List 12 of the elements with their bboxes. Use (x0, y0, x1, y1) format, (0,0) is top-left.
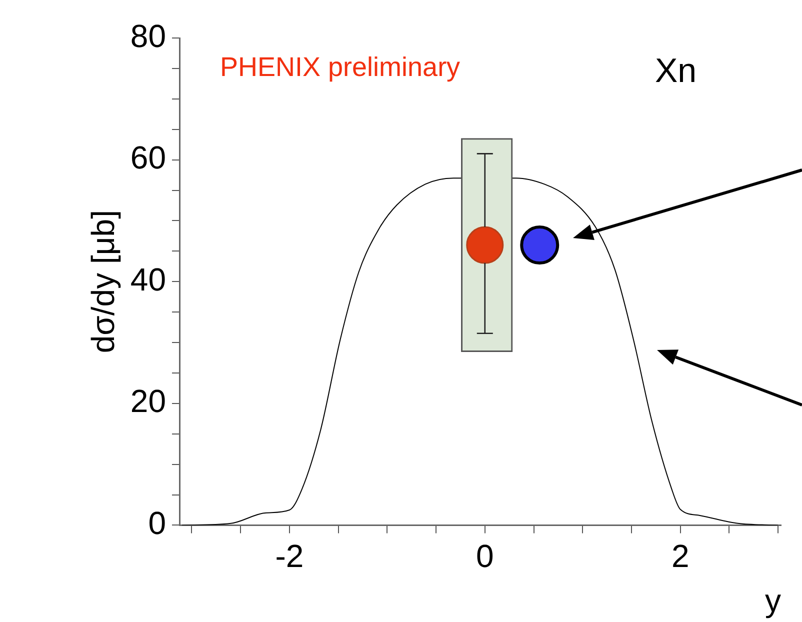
y-tick-label: 60 (130, 140, 166, 176)
x-tick-label: 0 (476, 538, 494, 574)
x-tick-label: 2 (671, 538, 690, 574)
y-tick-label: 0 (148, 505, 166, 542)
x-tick-label: -2 (275, 538, 304, 574)
y-axis-title: dσ/dy [μb] (85, 210, 122, 354)
y-tick-label: 80 (130, 18, 166, 54)
x-axis-title: y (765, 582, 781, 619)
y-tick-label: 20 (130, 383, 166, 420)
y-tick-label: 40 (130, 261, 166, 298)
annotation: PHENIX preliminary (220, 52, 460, 83)
annotation: Xn (655, 52, 697, 91)
